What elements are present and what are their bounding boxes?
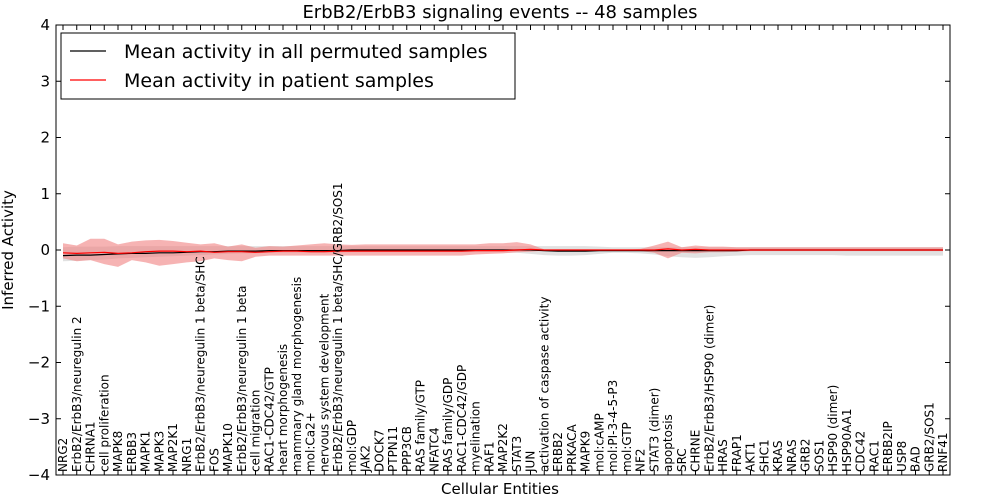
x-tick-label: apoptosis [661,414,675,472]
x-tick-label: activation of caspase activity [537,297,551,472]
legend-label-patient: Mean activity in patient samples [124,70,434,92]
x-tick-label: ErbB2/ErbB3/neuregulin 1 beta/SHC/GRB2/S… [331,182,345,472]
x-tick-label: myelination [469,401,483,472]
x-tick-label: MAPK9 [579,431,593,472]
y-tick-label: −2 [28,354,50,372]
x-tick-label: DOCK7 [372,429,386,472]
x-tick-label: nervous system development [317,293,331,472]
x-tick-label: SOS1 [812,440,826,472]
x-tick-label: JAK2 [359,445,373,473]
x-tick-label: HSP90AA1 [840,409,854,473]
x-tick-label: CDC42 [854,431,868,472]
x-tick-label: USP8 [895,441,909,472]
x-tick-label: MAPK1 [139,431,153,472]
x-tick-label: HSP90 (dimer) [826,385,840,472]
x-tick-label: GRB2 [799,438,813,472]
x-tick-label: mol:Ca2+ [304,412,318,472]
x-tick-label: RAC1-CDC42/GTP [262,367,276,472]
x-tick-label: NRG1 [180,438,194,472]
x-tick-label: FRAP1 [730,434,744,472]
x-tick-label: MAP2K2 [496,423,510,472]
x-tick-label: MAPK3 [152,431,166,472]
x-tick-label: NFATC4 [427,427,441,472]
x-tick-label: MAPK10 [221,423,235,472]
x-axis-label: Cellular Entities [441,480,559,498]
x-tick-label: PPP3CB [400,426,414,472]
y-tick-label: 3 [40,72,50,90]
x-tick-label: ERBB3 [125,432,139,472]
x-tick-label: cell proliferation [97,374,111,472]
legend-box [60,32,516,100]
x-tick-label: RNF41 [936,433,950,473]
x-tick-label: NRG2 [56,438,70,472]
chart-title: ErbB2/ErbB3 signaling events -- 48 sampl… [302,2,697,23]
x-tick-label: STAT3 (dimer) [647,388,661,472]
x-tick-label: ErbB2/ErbB3/neuregulin 2 [70,316,84,472]
y-axis: −4 −3 −2 −1 0 1 2 3 4 [28,16,950,484]
x-tick-label: CHRNE [689,430,703,472]
x-tick-label: CHRNA1 [84,421,98,472]
x-tick-label: KRAS [771,440,785,472]
x-tick-label: mol:PI-3-4-5-P3 [606,380,620,472]
y-tick-label: 1 [40,185,50,203]
x-tick-label: STAT3 [510,436,524,472]
x-tick-label: FOS [207,448,221,472]
y-tick-label: −3 [28,410,50,428]
x-tick-label: MAPK8 [111,431,125,472]
y-tick-label: 4 [40,16,50,34]
x-axis: NRG2 ErbB2/ErbB3/neuregulin 2 CHRNA1 cell p… [56,25,950,475]
x-tick-label: HRAS [716,439,730,472]
x-tick-label: RAC1-CDC42/GDP [455,365,469,472]
x-tick-label: SRC [675,448,689,472]
series-lines [62,248,943,257]
x-tick-label: ErbB2/ErbB3/neuregulin 1 beta [235,285,249,472]
y-tick-label: 2 [40,129,50,147]
x-tick-label: RAC1 [867,440,881,472]
x-tick-label: mammary gland morphogenesis [290,277,304,472]
x-tick-label: ErbB2/ErbB3/HSP90 (dimer) [702,305,716,472]
series-line-1 [62,248,943,255]
x-tick-label: PRKACA [565,423,579,472]
x-tick-label: ErbB2/ErbB3/neuregulin 1 beta/SHC [194,256,208,472]
x-tick-label: RAS family/GDP [441,378,455,472]
confidence-band-1 [63,238,943,267]
y-tick-label: 0 [40,241,50,259]
y-tick-label: −4 [28,466,50,484]
x-tick-label: ERBB2IP [881,421,895,472]
x-tick-label: GRB2/SOS1 [922,402,936,472]
x-tick-label: NRAS [785,439,799,472]
x-tick-label: AKT1 [744,442,758,472]
x-tick-label: PTPN11 [386,426,400,472]
x-tick-label: mol:GTP [620,422,634,472]
x-tick-label: mol:GDP [345,420,359,472]
x-tick-label: RAS family/GTP [414,380,428,472]
x-tick-label: RAF1 [482,441,496,472]
x-tick-label: ERBB2 [551,432,565,472]
x-tick-label: mol:cAMP [592,413,606,472]
x-tick-label: BAD [909,446,923,472]
x-tick-label: heart morphogenesis [276,344,290,472]
x-tick-label: MAP2K1 [166,423,180,472]
y-tick-label: −1 [28,297,50,315]
x-tick-label: NF2 [634,448,648,472]
y-axis-label: Inferred Activity [0,190,17,310]
x-tick-label: SHC1 [757,439,771,472]
x-tick-label: cell migration [249,390,263,472]
legend-label-permuted: Mean activity in all permuted samples [124,41,487,63]
x-tick-label: JUN [524,451,538,473]
legend: Mean activity in all permuted samples Me… [60,32,516,100]
